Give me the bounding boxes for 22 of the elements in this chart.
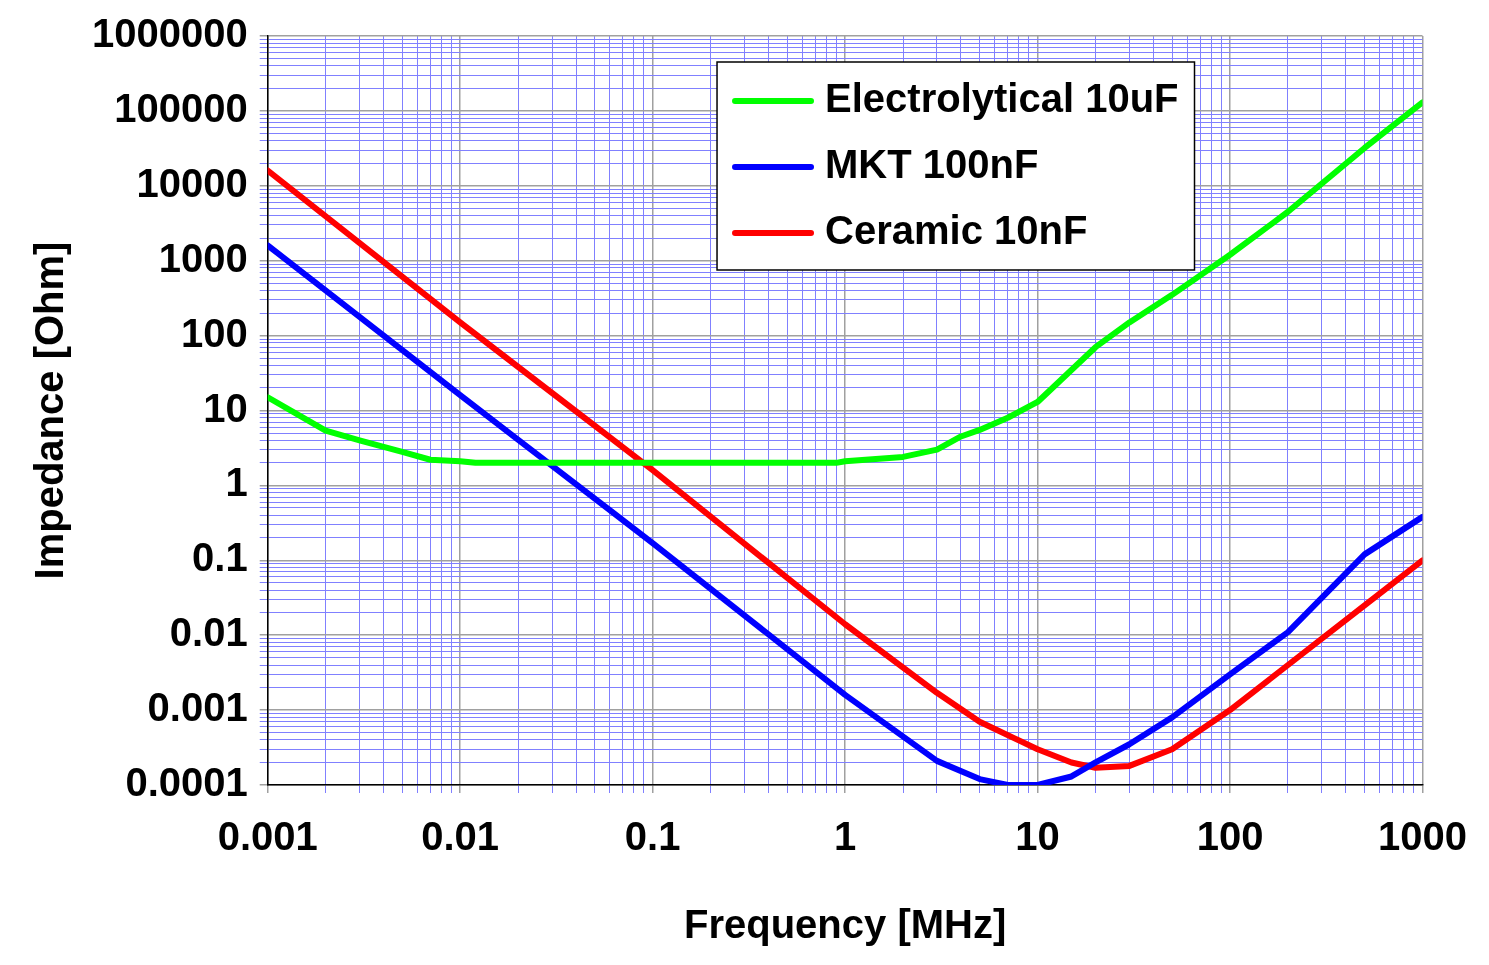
legend-label: MKT 100nF bbox=[825, 142, 1039, 187]
y-tick-label: 0.1 bbox=[192, 535, 248, 580]
x-tick-label: 100 bbox=[1196, 814, 1264, 859]
y-tick-label: 100000 bbox=[114, 85, 248, 130]
x-axis-title: Frequency [MHz] bbox=[683, 902, 1007, 947]
y-tick-label: 1000 bbox=[158, 235, 248, 280]
x-tick-label: 10 bbox=[1015, 814, 1060, 859]
y-tick-label: 0.01 bbox=[169, 610, 248, 655]
y-tick-label: 1000000 bbox=[91, 11, 248, 56]
y-tick-label: 10000 bbox=[136, 160, 248, 205]
x-tick-label: 0.1 bbox=[624, 814, 681, 859]
y-tick-label: 100 bbox=[180, 310, 248, 355]
x-tick-label: 1 bbox=[833, 814, 857, 859]
y-tick-label: 0.0001 bbox=[125, 760, 248, 805]
x-tick-label: 1000 bbox=[1378, 814, 1467, 859]
legend-label: Ceramic 10nF bbox=[825, 208, 1088, 253]
x-tick-label: 0.01 bbox=[421, 814, 500, 859]
y-tick-label: 0.001 bbox=[147, 685, 248, 730]
y-tick-label: 10 bbox=[203, 385, 248, 430]
legend-label: Electrolytical 10uF bbox=[825, 76, 1179, 121]
y-tick-label: 1 bbox=[225, 460, 248, 505]
y-axis-title: Impedance [Ohm] bbox=[27, 241, 72, 580]
